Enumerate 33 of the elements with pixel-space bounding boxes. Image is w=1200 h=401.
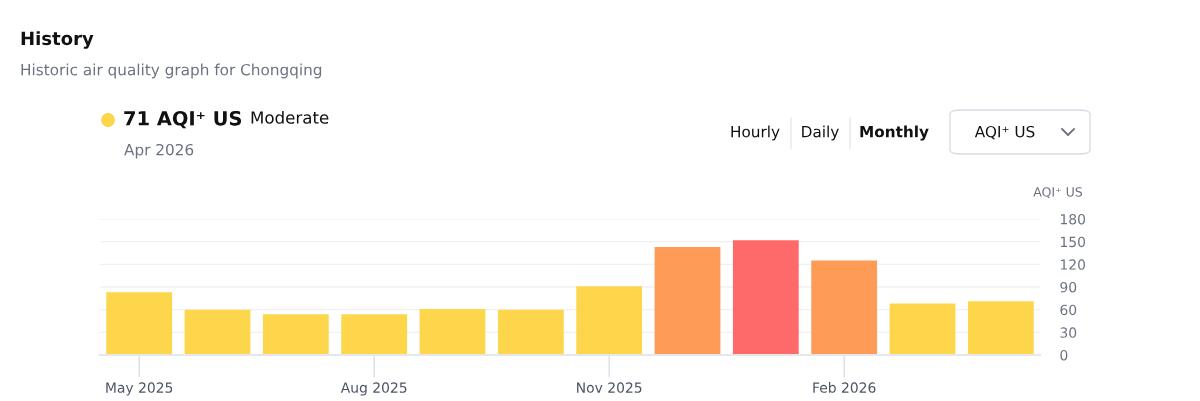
bar [654, 246, 721, 355]
text: 71 AQI⁺ US [124, 110, 242, 129]
text: Monthly [860, 125, 929, 141]
x-tick-label: Aug 2025 [340, 382, 407, 396]
chart-title: History [21, 31, 94, 49]
bar [967, 301, 1034, 355]
bar [106, 292, 173, 355]
text: Moderate [251, 110, 329, 124]
bar [889, 303, 956, 355]
x-tick-label: Nov 2025 [577, 382, 642, 393]
y-tick-label: 90 [1060, 281, 1077, 293]
chart-subtitle: Historic air quality graph for Chongqing [21, 63, 322, 79]
x-tick-label: May 2025 [106, 382, 173, 396]
bar [184, 309, 251, 355]
y-tick-label: 30 [1060, 327, 1077, 338]
bar [419, 308, 486, 355]
y-axis-title: AQI⁺ US [1033, 187, 1083, 199]
y-tick-label: 150 [1060, 236, 1086, 248]
y-tick-label: 120 [1060, 259, 1086, 270]
text: AQI⁺ US [974, 125, 1035, 140]
bar [811, 260, 878, 355]
bar [732, 240, 799, 355]
y-tick-label: 60 [1060, 304, 1077, 316]
x-tick-label: Feb 2026 [813, 382, 876, 393]
bar [497, 309, 564, 355]
y-tick-label: 180 [1060, 213, 1086, 225]
bar [341, 314, 408, 355]
bar [576, 286, 643, 355]
text: Hourly [731, 125, 780, 141]
text: Apr 2026 [124, 143, 194, 159]
bar [262, 314, 329, 355]
y-tick-label: 0 [1060, 349, 1068, 361]
text: Daily [802, 125, 839, 141]
